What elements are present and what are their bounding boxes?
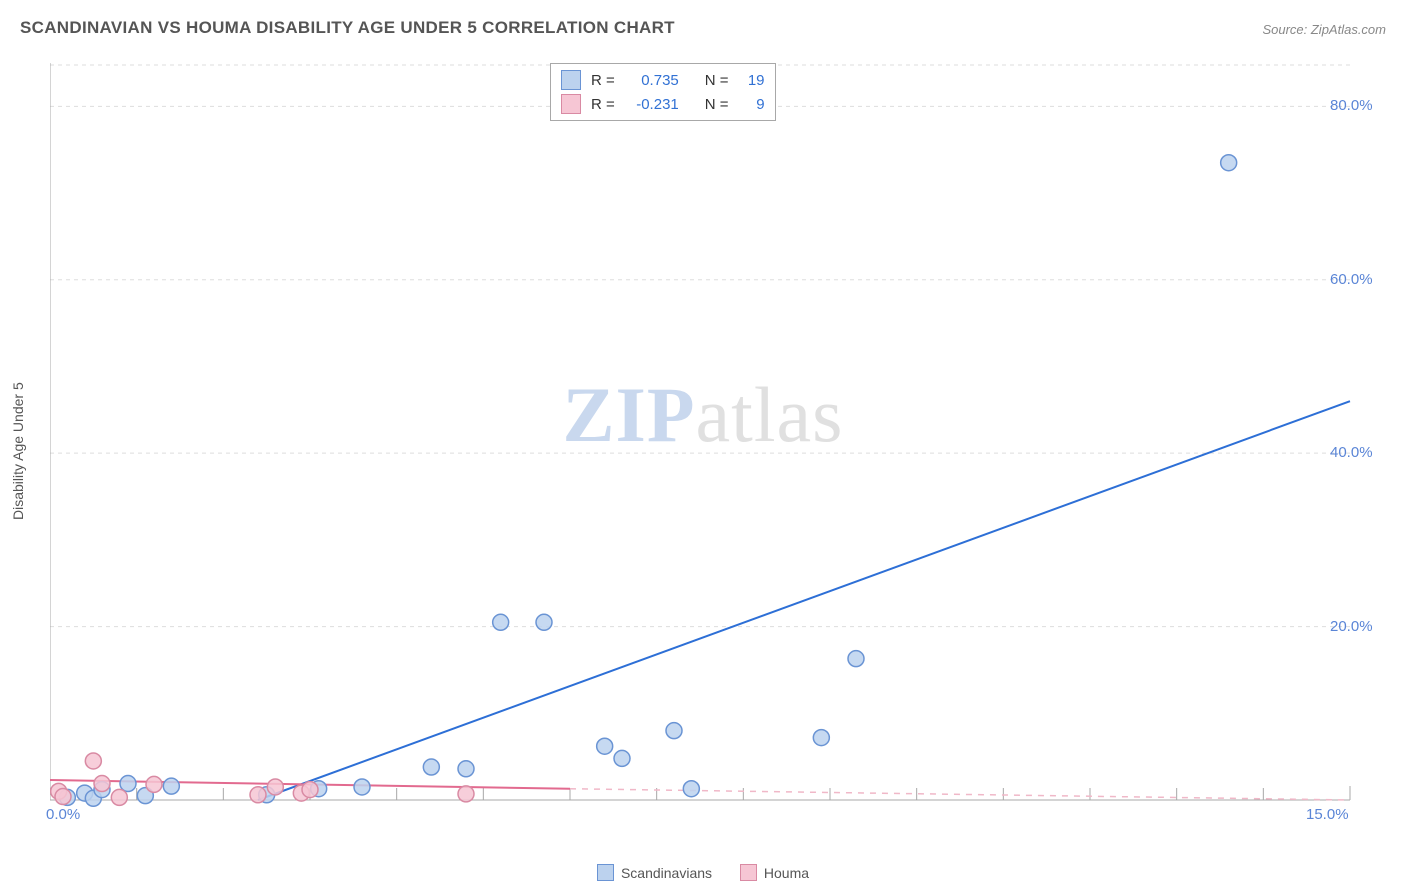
legend-swatch-houma bbox=[740, 864, 757, 881]
n-value: 9 bbox=[739, 96, 765, 113]
scatter-plot bbox=[50, 55, 1380, 830]
chart-title: SCANDINAVIAN VS HOUMA DISABILITY AGE UND… bbox=[20, 18, 675, 38]
y-tick-label: 60.0% bbox=[1330, 271, 1373, 288]
n-label: N = bbox=[705, 72, 729, 89]
r-label: R = bbox=[591, 72, 615, 89]
legend-label: Scandinavians bbox=[621, 865, 712, 881]
legend-row: R = 0.735 N = 19 bbox=[561, 68, 765, 92]
y-axis-label: Disability Age Under 5 bbox=[10, 382, 26, 520]
n-value: 19 bbox=[739, 72, 765, 89]
source-name: ZipAtlas.com bbox=[1311, 22, 1386, 37]
y-tick-label: 80.0% bbox=[1330, 97, 1373, 114]
correlation-legend: R = 0.735 N = 19 R = -0.231 N = 9 bbox=[550, 63, 776, 121]
source-attribution: Source: ZipAtlas.com bbox=[1262, 22, 1386, 37]
legend-swatch-scandinavians bbox=[561, 70, 581, 90]
series-legend: Scandinavians Houma bbox=[0, 864, 1406, 892]
legend-swatch-scandinavians bbox=[597, 864, 614, 881]
r-value: 0.735 bbox=[625, 72, 679, 89]
r-value: -0.231 bbox=[625, 96, 679, 113]
y-tick-label: 40.0% bbox=[1330, 444, 1373, 461]
legend-item: Scandinavians bbox=[597, 864, 712, 881]
x-tick-label-right: 15.0% bbox=[1306, 806, 1349, 823]
legend-row: R = -0.231 N = 9 bbox=[561, 92, 765, 116]
x-tick-label-left: 0.0% bbox=[46, 806, 80, 823]
legend-label: Houma bbox=[764, 865, 809, 881]
legend-swatch-houma bbox=[561, 94, 581, 114]
n-label: N = bbox=[705, 96, 729, 113]
y-tick-label: 20.0% bbox=[1330, 618, 1373, 635]
legend-item: Houma bbox=[740, 864, 809, 881]
r-label: R = bbox=[591, 96, 615, 113]
source-prefix: Source: bbox=[1262, 22, 1310, 37]
